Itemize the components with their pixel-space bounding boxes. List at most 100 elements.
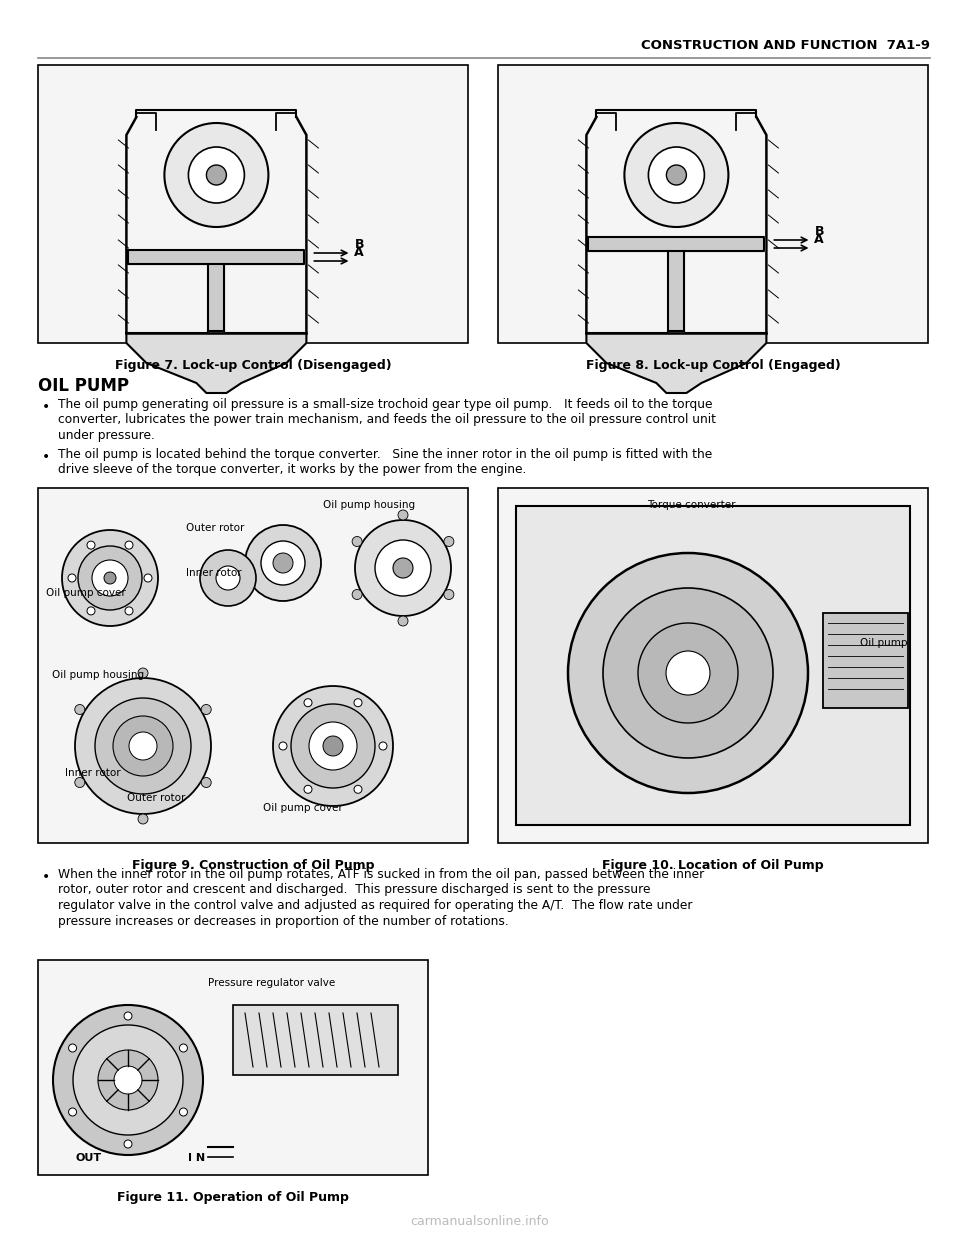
Circle shape	[180, 1045, 187, 1052]
Circle shape	[188, 147, 245, 202]
Polygon shape	[588, 237, 764, 251]
Polygon shape	[668, 251, 684, 332]
Circle shape	[216, 566, 240, 590]
Polygon shape	[127, 333, 306, 392]
Text: Outer rotor: Outer rotor	[186, 523, 245, 533]
Circle shape	[666, 651, 710, 696]
Circle shape	[124, 1140, 132, 1148]
Text: Torque converter: Torque converter	[647, 501, 735, 510]
Text: I N: I N	[188, 1153, 205, 1163]
Text: •: •	[42, 869, 50, 884]
Circle shape	[202, 704, 211, 714]
Bar	[498, 488, 928, 843]
Circle shape	[291, 704, 375, 787]
Text: Figure 7. Lock-up Control (Disengaged): Figure 7. Lock-up Control (Disengaged)	[114, 359, 392, 373]
Circle shape	[125, 607, 133, 615]
Text: converter, lubricates the power train mechanism, and feeds the oil pressure to t: converter, lubricates the power train me…	[58, 414, 716, 426]
Circle shape	[666, 165, 686, 185]
Circle shape	[62, 530, 158, 626]
Circle shape	[304, 699, 312, 707]
Circle shape	[75, 704, 84, 714]
Circle shape	[352, 537, 362, 546]
Circle shape	[202, 777, 211, 787]
Circle shape	[379, 741, 387, 750]
Text: OUT: OUT	[76, 1153, 102, 1163]
Circle shape	[398, 510, 408, 520]
Text: A: A	[814, 233, 824, 246]
Circle shape	[444, 590, 454, 600]
Circle shape	[75, 678, 211, 814]
Circle shape	[124, 1012, 132, 1020]
Circle shape	[129, 732, 157, 760]
Circle shape	[444, 537, 454, 546]
Circle shape	[68, 1108, 77, 1117]
Text: Oil pump: Oil pump	[860, 638, 907, 648]
Text: Figure 10. Location of Oil Pump: Figure 10. Location of Oil Pump	[602, 859, 824, 872]
Circle shape	[568, 553, 808, 792]
Circle shape	[603, 587, 773, 758]
Circle shape	[648, 147, 705, 202]
Bar	[38, 960, 428, 1175]
Circle shape	[73, 1025, 183, 1135]
Circle shape	[200, 550, 256, 606]
Circle shape	[138, 668, 148, 678]
Text: When the inner rotor in the oil pump rotates, ATF is sucked in from the oil pan,: When the inner rotor in the oil pump rot…	[58, 868, 705, 881]
Text: Figure 8. Lock-up Control (Engaged): Figure 8. Lock-up Control (Engaged)	[586, 359, 840, 373]
Text: Figure 9. Construction of Oil Pump: Figure 9. Construction of Oil Pump	[132, 859, 374, 872]
Circle shape	[68, 1045, 77, 1052]
Bar	[498, 65, 928, 343]
Circle shape	[68, 574, 76, 582]
Circle shape	[75, 777, 84, 787]
Circle shape	[180, 1108, 187, 1117]
Circle shape	[164, 123, 269, 227]
Text: Inner rotor: Inner rotor	[186, 568, 242, 578]
Circle shape	[309, 722, 357, 770]
Circle shape	[638, 623, 738, 723]
Circle shape	[398, 616, 408, 626]
Circle shape	[279, 741, 287, 750]
Circle shape	[87, 542, 95, 549]
Text: OIL PUMP: OIL PUMP	[38, 378, 129, 395]
Text: under pressure.: under pressure.	[58, 428, 155, 442]
Text: drive sleeve of the torque converter, it works by the power from the engine.: drive sleeve of the torque converter, it…	[58, 463, 526, 477]
Text: B: B	[354, 238, 364, 251]
Polygon shape	[129, 250, 304, 265]
Bar	[38, 65, 468, 343]
Circle shape	[624, 123, 729, 227]
Text: Oil pump housing: Oil pump housing	[323, 501, 415, 510]
Circle shape	[78, 546, 142, 610]
Circle shape	[323, 737, 343, 756]
Circle shape	[273, 686, 393, 806]
Text: carmanualsonline.info: carmanualsonline.info	[411, 1215, 549, 1228]
Circle shape	[95, 698, 191, 794]
Text: Oil pump housing: Oil pump housing	[52, 669, 144, 681]
Polygon shape	[208, 265, 225, 332]
Circle shape	[87, 607, 95, 615]
Circle shape	[206, 165, 227, 185]
Circle shape	[261, 542, 305, 585]
Text: •: •	[42, 450, 50, 465]
Bar	[516, 505, 910, 825]
Text: The oil pump generating oil pressure is a small-size trochoid gear type oil pump: The oil pump generating oil pressure is …	[58, 397, 712, 411]
Text: •: •	[42, 400, 50, 414]
Circle shape	[354, 785, 362, 794]
Text: Pressure regulator valve: Pressure regulator valve	[208, 977, 336, 987]
Text: CONSTRUCTION AND FUNCTION  7A1-9: CONSTRUCTION AND FUNCTION 7A1-9	[641, 39, 930, 52]
Text: Oil pump cover: Oil pump cover	[263, 804, 343, 814]
Circle shape	[92, 560, 128, 596]
Text: Figure 11. Operation of Oil Pump: Figure 11. Operation of Oil Pump	[117, 1191, 348, 1203]
Bar	[38, 488, 468, 843]
Text: A: A	[354, 246, 364, 260]
Circle shape	[273, 553, 293, 573]
Circle shape	[354, 699, 362, 707]
Circle shape	[245, 525, 321, 601]
Bar	[233, 1005, 398, 1076]
Circle shape	[113, 715, 173, 776]
Text: Outer rotor: Outer rotor	[127, 792, 185, 804]
Circle shape	[144, 574, 152, 582]
Circle shape	[138, 814, 148, 823]
Circle shape	[125, 542, 133, 549]
Text: Inner rotor: Inner rotor	[65, 768, 121, 777]
Text: rotor, outer rotor and crescent and discharged.  This pressure discharged is sen: rotor, outer rotor and crescent and disc…	[58, 883, 651, 897]
Polygon shape	[587, 333, 766, 392]
